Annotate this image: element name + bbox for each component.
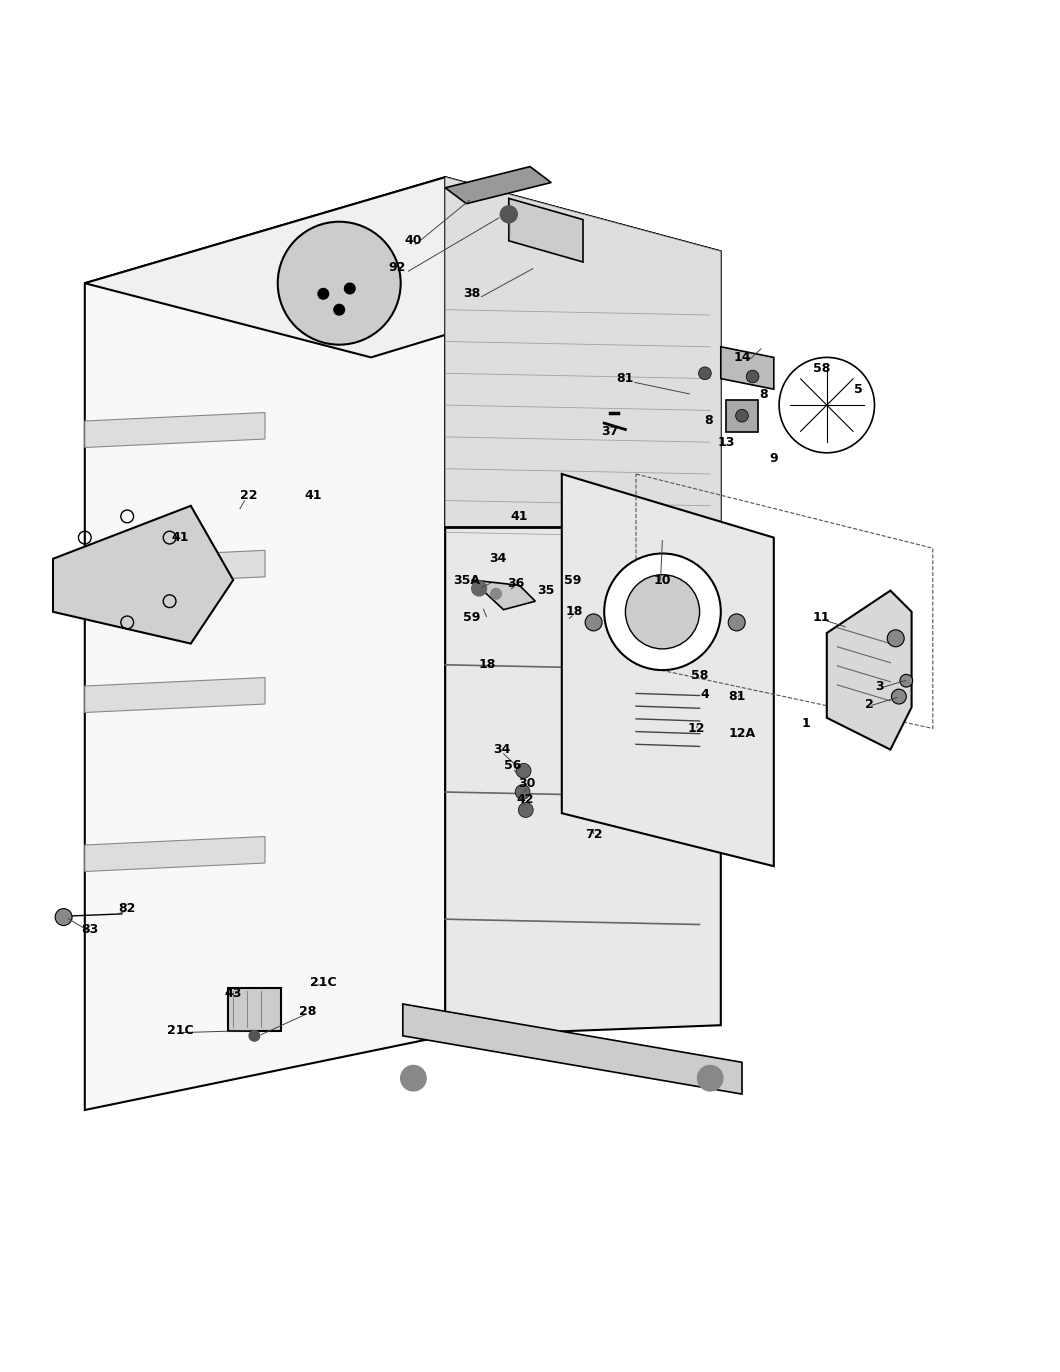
Text: 13: 13 xyxy=(718,436,735,449)
Polygon shape xyxy=(85,837,265,871)
Circle shape xyxy=(344,283,355,294)
Circle shape xyxy=(55,908,72,926)
Circle shape xyxy=(604,553,721,670)
Text: 18: 18 xyxy=(479,659,496,671)
Polygon shape xyxy=(472,580,535,609)
Circle shape xyxy=(779,357,874,453)
Text: 35A: 35A xyxy=(453,573,480,586)
Text: 43: 43 xyxy=(225,986,242,1000)
Text: 4: 4 xyxy=(701,687,709,701)
Text: 3: 3 xyxy=(876,679,884,693)
Text: 41: 41 xyxy=(172,531,189,545)
Text: 92: 92 xyxy=(389,261,406,274)
Text: 18: 18 xyxy=(566,605,583,619)
Polygon shape xyxy=(445,177,721,527)
Circle shape xyxy=(728,613,745,631)
Text: 11: 11 xyxy=(813,611,830,624)
Text: 38: 38 xyxy=(463,287,480,300)
Text: 2: 2 xyxy=(865,697,873,711)
Text: 12: 12 xyxy=(688,722,705,735)
Text: 81: 81 xyxy=(617,372,634,386)
Polygon shape xyxy=(726,399,758,432)
Polygon shape xyxy=(85,550,265,586)
Circle shape xyxy=(278,222,401,344)
Text: 36: 36 xyxy=(508,576,525,590)
Circle shape xyxy=(516,763,531,778)
Text: 83: 83 xyxy=(82,923,99,936)
Circle shape xyxy=(249,1030,260,1041)
Text: 10: 10 xyxy=(654,573,671,586)
Polygon shape xyxy=(445,177,721,1036)
Text: 34: 34 xyxy=(490,553,507,565)
Text: 41: 41 xyxy=(511,510,528,523)
Polygon shape xyxy=(228,988,281,1030)
Text: 58: 58 xyxy=(813,361,830,375)
Polygon shape xyxy=(562,473,774,866)
Text: 56: 56 xyxy=(505,759,522,772)
Text: 42: 42 xyxy=(516,793,533,805)
Circle shape xyxy=(472,582,487,595)
Polygon shape xyxy=(509,199,583,262)
Text: 59: 59 xyxy=(463,611,480,624)
Text: 14: 14 xyxy=(734,351,750,364)
Circle shape xyxy=(891,689,906,704)
Text: 40: 40 xyxy=(405,235,422,247)
Text: 5: 5 xyxy=(854,383,863,395)
Circle shape xyxy=(518,803,533,818)
Circle shape xyxy=(585,613,602,631)
Polygon shape xyxy=(827,590,912,749)
Circle shape xyxy=(736,409,748,423)
Text: 35: 35 xyxy=(537,584,554,597)
Text: 9: 9 xyxy=(770,451,778,465)
Text: 59: 59 xyxy=(564,573,581,586)
Circle shape xyxy=(746,370,759,383)
Circle shape xyxy=(625,575,700,649)
Text: 37: 37 xyxy=(601,425,618,438)
Circle shape xyxy=(334,305,344,316)
Circle shape xyxy=(697,1066,723,1091)
Text: 8: 8 xyxy=(759,388,767,401)
Polygon shape xyxy=(721,347,774,390)
Circle shape xyxy=(699,366,711,380)
Circle shape xyxy=(887,630,904,646)
Text: 21C: 21C xyxy=(310,977,337,989)
Text: 8: 8 xyxy=(704,414,712,428)
Text: 34: 34 xyxy=(493,744,510,756)
Text: 41: 41 xyxy=(304,488,321,502)
Text: 81: 81 xyxy=(728,690,745,702)
Polygon shape xyxy=(85,678,265,712)
Circle shape xyxy=(500,206,517,222)
Circle shape xyxy=(318,288,329,299)
Polygon shape xyxy=(53,506,233,643)
Text: 21C: 21C xyxy=(166,1024,194,1037)
Circle shape xyxy=(515,785,530,800)
Text: 82: 82 xyxy=(119,903,136,915)
Polygon shape xyxy=(85,413,265,447)
Text: 58: 58 xyxy=(691,670,708,682)
Text: 28: 28 xyxy=(299,1004,316,1018)
Circle shape xyxy=(900,675,913,687)
Text: 22: 22 xyxy=(241,488,258,502)
Circle shape xyxy=(491,589,501,600)
Polygon shape xyxy=(85,177,721,357)
Text: 1: 1 xyxy=(801,716,810,730)
Polygon shape xyxy=(85,177,445,1110)
Polygon shape xyxy=(445,166,551,203)
Text: 12A: 12A xyxy=(728,727,756,741)
Text: 30: 30 xyxy=(518,777,535,790)
Circle shape xyxy=(401,1066,426,1091)
Polygon shape xyxy=(403,1004,742,1093)
Text: 72: 72 xyxy=(585,827,602,841)
